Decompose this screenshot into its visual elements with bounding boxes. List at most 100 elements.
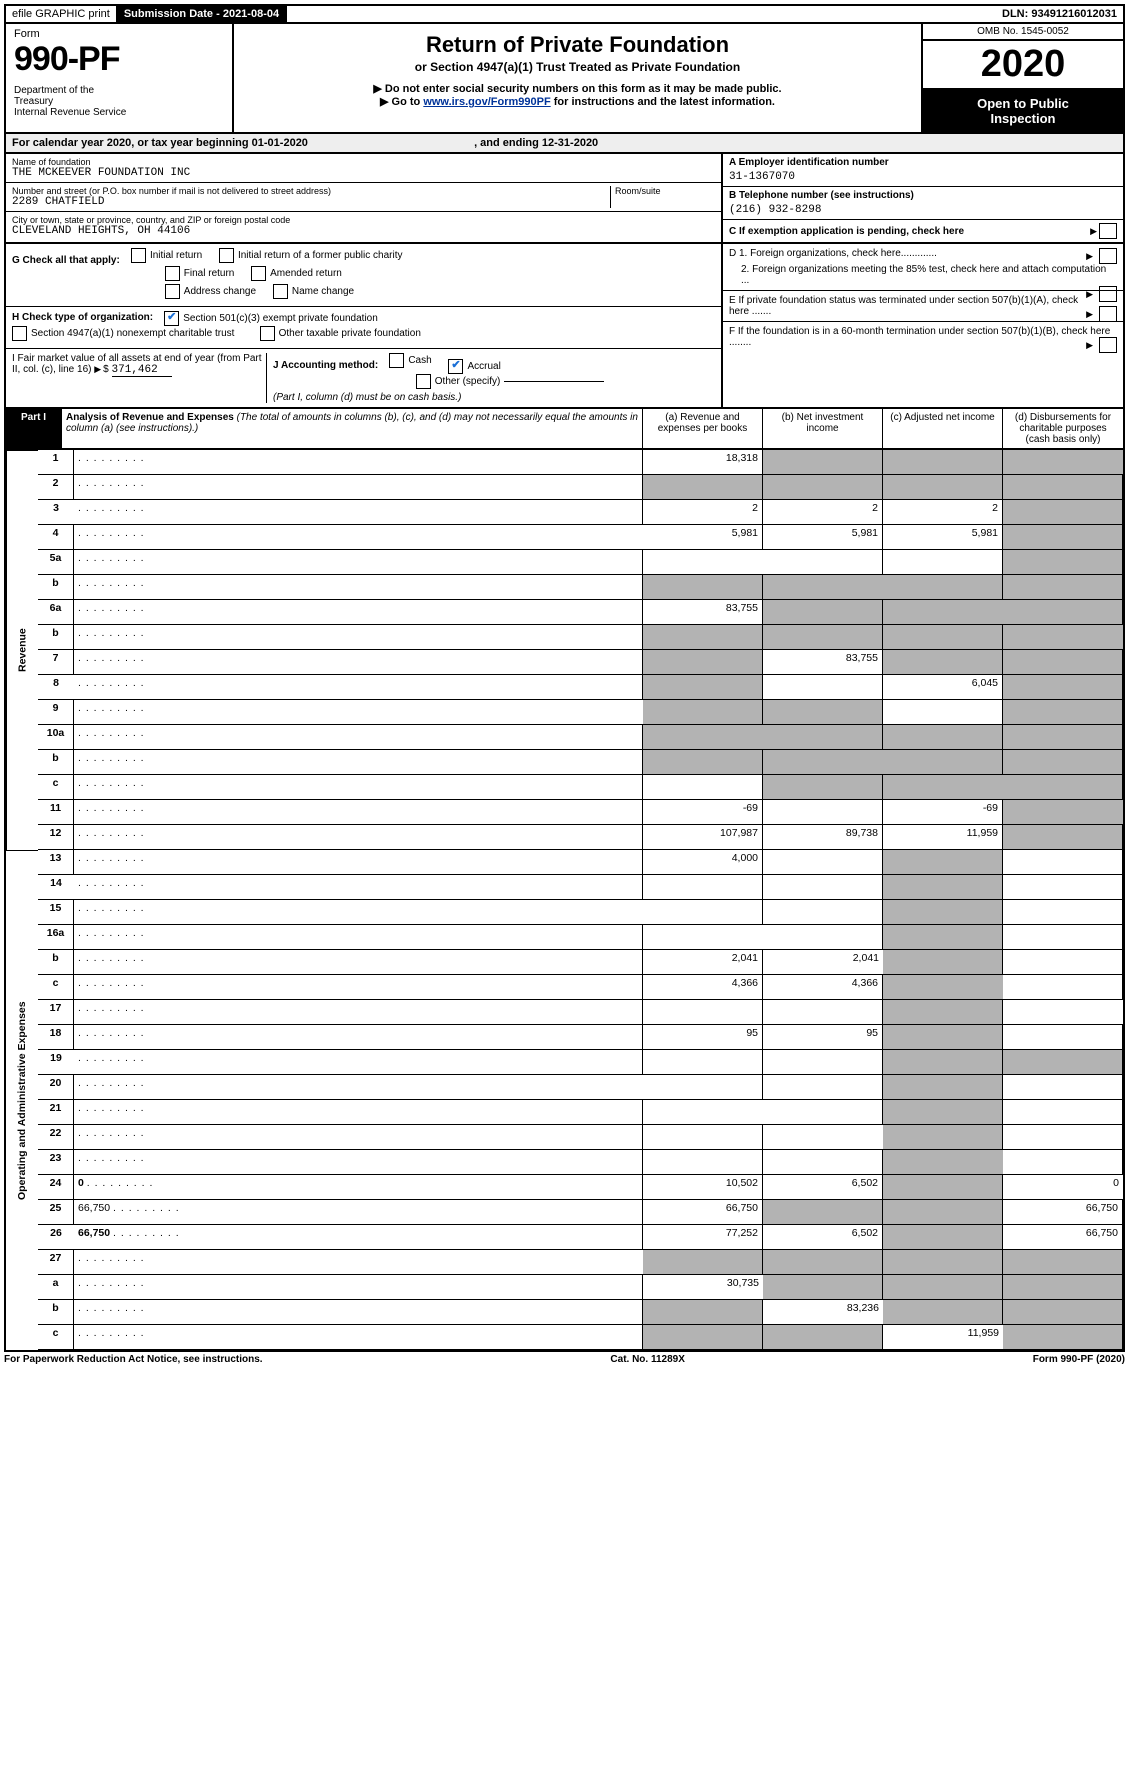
row-r14-d	[1003, 875, 1123, 900]
row-r11-b	[763, 800, 883, 825]
exemption-pending-checkbox[interactable]	[1099, 223, 1117, 239]
row-r23-desc	[74, 1150, 643, 1175]
arrow-icon	[1090, 226, 1099, 237]
row-r16b-c	[883, 950, 1003, 975]
ck-initial-former[interactable]	[219, 248, 234, 263]
row-r20-num: 20	[38, 1075, 74, 1100]
g-label: G Check all that apply:	[12, 255, 120, 266]
ck-amended[interactable]	[251, 266, 266, 281]
row-r19-b	[763, 1050, 883, 1075]
row-r17-c	[883, 1000, 1003, 1025]
row-r16c-d	[1003, 975, 1123, 1000]
ck-name-change[interactable]	[273, 284, 288, 299]
row-r13-b	[763, 850, 883, 875]
row-f: F If the foundation is in a 60-month ter…	[723, 322, 1123, 352]
ck-other-method[interactable]	[416, 374, 431, 389]
irs-link[interactable]: www.irs.gov/Form990PF	[423, 96, 550, 108]
row-r3-d	[1003, 500, 1123, 525]
ck-final[interactable]	[165, 266, 180, 281]
row-r27a-a: 30,735	[643, 1275, 763, 1300]
row-r6a-a: 83,755	[643, 600, 763, 625]
ck-d2[interactable]	[1099, 286, 1117, 302]
ck-f[interactable]	[1099, 337, 1117, 353]
row-r5b-b	[763, 575, 883, 600]
row-r22-d	[1003, 1125, 1123, 1150]
row-r24-b: 6,502	[763, 1175, 883, 1200]
row-r25-desc: 66,750	[74, 1200, 643, 1225]
row-r11-c: -69	[883, 800, 1003, 825]
row-r3-desc	[74, 500, 643, 525]
row-r10c-d	[1003, 775, 1123, 800]
row-r2-b	[763, 475, 883, 500]
row-r16a-d	[1003, 925, 1123, 950]
row-r12-c: 11,959	[883, 825, 1003, 850]
row-r10b-num: b	[38, 750, 74, 775]
row-r12-b: 89,738	[763, 825, 883, 850]
street-address: 2289 CHATFIELD	[12, 196, 610, 208]
row-r22-c	[883, 1125, 1003, 1150]
row-r13-d	[1003, 850, 1123, 875]
col-c-hd: (c) Adjusted net income	[883, 409, 1003, 448]
row-r5b-d	[1003, 575, 1123, 600]
row-r27-a	[643, 1250, 763, 1275]
row-r6b-d	[1003, 625, 1123, 650]
col-d-hd: (d) Disbursements for charitable purpose…	[1003, 409, 1123, 448]
row-r4-b: 5,981	[763, 525, 883, 550]
row-r3-a: 2	[643, 500, 763, 525]
ck-accrual[interactable]	[448, 359, 463, 374]
row-r7-c	[883, 650, 1003, 675]
row-r17-b	[763, 1000, 883, 1025]
addr-label: Number and street (or P.O. box number if…	[12, 186, 610, 196]
row-r19-num: 19	[38, 1050, 74, 1075]
h-label: H Check type of organization:	[12, 312, 153, 323]
ssn-warning: Do not enter social security numbers on …	[385, 83, 782, 95]
col-a-hd: (a) Revenue and expenses per books	[643, 409, 763, 448]
ck-4947[interactable]	[12, 326, 27, 341]
row-r23-num: 23	[38, 1150, 74, 1175]
submission-date: Submission Date - 2021-08-04	[118, 6, 287, 22]
dept-2: Treasury	[14, 96, 224, 107]
ck-e[interactable]	[1099, 306, 1117, 322]
row-r24-desc: 0	[74, 1175, 643, 1200]
row-r12-num: 12	[38, 825, 74, 850]
row-r5a-desc	[74, 550, 643, 575]
row-r16c-desc	[74, 975, 643, 1000]
row-r5b-a	[643, 575, 763, 600]
ck-initial[interactable]	[131, 248, 146, 263]
row-r25-b	[763, 1200, 883, 1225]
row-r9-a	[643, 700, 763, 725]
row-r16c-b: 4,366	[763, 975, 883, 1000]
row-r5a-b	[763, 550, 883, 575]
ck-d1[interactable]	[1099, 248, 1117, 264]
header-middle: Return of Private Foundation or Section …	[234, 24, 923, 132]
row-r6b-c	[883, 625, 1003, 650]
row-r19-a	[643, 1050, 763, 1075]
row-r1-desc	[74, 450, 643, 475]
row-r2-d	[1003, 475, 1123, 500]
row-r21-d	[1003, 1100, 1123, 1125]
form-subtitle: or Section 4947(a)(1) Trust Treated as P…	[240, 60, 915, 74]
row-r2-c	[883, 475, 1003, 500]
row-r27-d	[1003, 1250, 1123, 1275]
row-r7-a	[643, 650, 763, 675]
ein-value: 31-1367070	[729, 171, 1117, 183]
row-r25-a: 66,750	[643, 1200, 763, 1225]
row-r6b-desc	[74, 625, 643, 650]
ck-501c3[interactable]	[164, 311, 179, 326]
row-r3-c: 2	[883, 500, 1003, 525]
row-r10c-a	[643, 775, 763, 800]
row-r27c-c: 11,959	[883, 1325, 1003, 1350]
row-r1-b	[763, 450, 883, 475]
ck-other-tax[interactable]	[260, 326, 275, 341]
ck-cash[interactable]	[389, 353, 404, 368]
row-r20-desc	[74, 1075, 643, 1100]
row-e: E If private foundation status was termi…	[723, 291, 1123, 322]
ck-addr-change[interactable]	[165, 284, 180, 299]
header-left: Form 990-PF Department of the Treasury I…	[6, 24, 234, 132]
row-g: G Check all that apply: Initial return I…	[6, 244, 721, 307]
row-r10c-c	[883, 775, 1003, 800]
row-r16b-desc	[74, 950, 643, 975]
form-header: Form 990-PF Department of the Treasury I…	[4, 24, 1125, 134]
row-r27c-desc	[74, 1325, 643, 1350]
row-r24-a: 10,502	[643, 1175, 763, 1200]
